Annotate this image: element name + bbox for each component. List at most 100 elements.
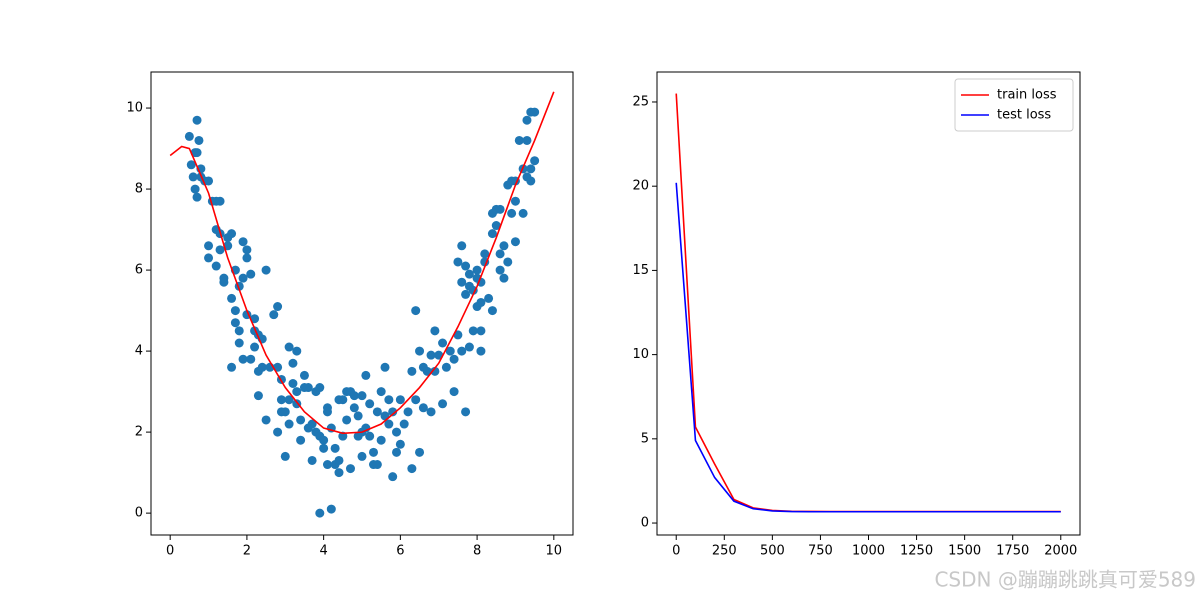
point: [246, 354, 256, 364]
point: [315, 383, 325, 393]
point: [384, 395, 394, 405]
plot-frame: [150, 71, 574, 536]
point: [445, 346, 455, 356]
point: [530, 107, 540, 117]
point: [353, 411, 363, 421]
point: [395, 395, 405, 405]
point: [261, 415, 271, 425]
point: [284, 342, 294, 352]
point: [361, 370, 371, 380]
y-tick-label: 0: [641, 516, 649, 531]
point: [430, 366, 440, 376]
point: [284, 395, 294, 405]
point: [269, 310, 279, 320]
point: [441, 362, 451, 372]
point: [530, 156, 540, 166]
point: [349, 391, 359, 401]
point: [204, 253, 214, 263]
point: [426, 350, 436, 360]
point: [238, 273, 248, 283]
point: [276, 395, 286, 405]
y-tick-label: 20: [632, 179, 649, 194]
point: [357, 391, 367, 401]
x-tick-label: 2000: [1044, 544, 1077, 559]
point: [495, 249, 505, 259]
point: [491, 221, 501, 231]
point: [526, 164, 536, 174]
point: [476, 326, 486, 336]
point: [307, 419, 317, 429]
point: [192, 148, 202, 158]
fit-line: [169, 91, 555, 435]
point: [338, 395, 348, 405]
point: [487, 306, 497, 316]
y-tick-label: 8: [135, 182, 143, 197]
point: [288, 379, 298, 389]
point: [376, 435, 386, 445]
point: [461, 289, 471, 299]
point: [369, 447, 379, 457]
loss-line: [675, 93, 1061, 513]
point: [365, 431, 375, 441]
point: [319, 435, 329, 445]
point: [273, 302, 283, 312]
y-tick-label: 0: [135, 506, 143, 521]
y-tick-label: 6: [135, 263, 143, 278]
point: [365, 399, 375, 409]
point: [194, 135, 204, 145]
legend-label: test loss: [997, 108, 1051, 123]
point: [242, 245, 252, 255]
point: [499, 273, 509, 283]
point: [510, 237, 520, 247]
y-tick-label: 25: [632, 94, 649, 109]
point: [407, 366, 417, 376]
y-tick-label: 5: [641, 431, 649, 446]
point: [334, 468, 344, 478]
point: [468, 326, 478, 336]
point: [253, 391, 263, 401]
point: [288, 358, 298, 368]
y-tick-label: 10: [126, 101, 143, 116]
point: [315, 508, 325, 518]
point: [484, 293, 494, 303]
point: [372, 407, 382, 417]
x-tick-label: 10: [546, 544, 563, 559]
point: [292, 346, 302, 356]
point: [319, 443, 329, 453]
x-tick-label: 0: [672, 544, 680, 559]
x-tick-label: 1000: [852, 544, 885, 559]
point: [238, 237, 248, 247]
point: [230, 318, 240, 328]
point: [392, 427, 402, 437]
point: [476, 346, 486, 356]
point: [388, 407, 398, 417]
point: [261, 265, 271, 275]
point: [250, 314, 260, 324]
point: [326, 504, 336, 514]
point: [192, 115, 202, 125]
point: [422, 366, 432, 376]
point: [186, 160, 196, 170]
point: [242, 253, 252, 263]
point: [476, 277, 486, 287]
y-tick-label: 10: [632, 347, 649, 362]
point: [526, 176, 536, 186]
point: [418, 403, 428, 413]
point: [415, 447, 425, 457]
x-tick-label: 1250: [900, 544, 933, 559]
point: [407, 464, 417, 474]
point: [395, 439, 405, 449]
point: [349, 403, 359, 413]
point: [227, 229, 237, 239]
point: [227, 293, 237, 303]
point: [234, 326, 244, 336]
point: [330, 443, 340, 453]
point: [426, 407, 436, 417]
point: [464, 342, 474, 352]
point: [415, 346, 425, 356]
point: [453, 257, 463, 267]
x-tick-label: 8: [473, 544, 481, 559]
point: [257, 362, 267, 372]
legend-box: [954, 78, 1074, 132]
point: [518, 208, 528, 218]
